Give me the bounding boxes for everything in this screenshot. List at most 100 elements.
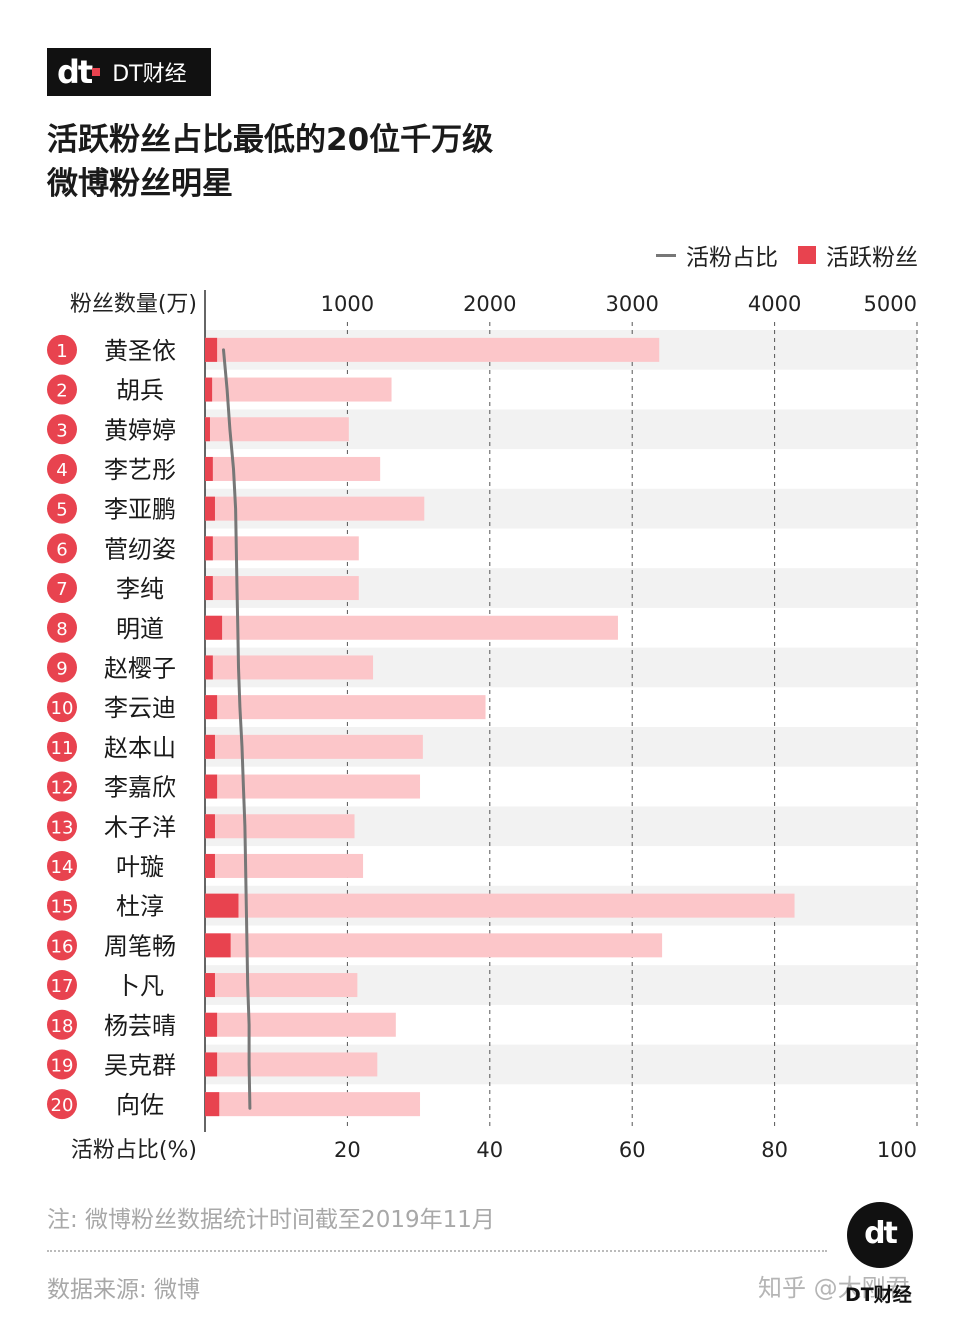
rank-badge (47, 930, 77, 961)
rank-number: 20 (51, 1095, 74, 1116)
credit-watermark: 知乎 @大刚君 (758, 1274, 910, 1302)
rank-number: 11 (51, 738, 74, 759)
category-label: 杨芸晴 (104, 1012, 176, 1040)
bar-active-fans (205, 655, 213, 680)
category-label: 黄圣依 (104, 337, 176, 365)
legend-line-label: 活粉占比 (686, 245, 778, 271)
footnote: 注: 微博粉丝数据统计时间截至2019年11月 (47, 1207, 495, 1233)
corner-logo-text: DT财经 (845, 1284, 912, 1306)
bar-total-fans (205, 377, 392, 402)
bottom-axis-tick-label: 40 (476, 1138, 503, 1162)
bar-chart: 粉丝数量(万) 1000 2000 3000 4000 5000 活粉占比(%) 20 40 60… (47, 290, 918, 1163)
rank-badge (47, 731, 77, 762)
rank-number: 13 (51, 817, 74, 838)
bar-total-fans (205, 337, 660, 362)
brand-logo: dt DT财经 (47, 48, 211, 96)
rank-badge (47, 493, 77, 524)
category-label: 卜凡 (116, 972, 164, 1000)
bar-total-fans (205, 853, 364, 878)
bottom-axis-label: 活粉占比(%) (71, 1138, 197, 1163)
bar-active-fans (205, 1012, 218, 1037)
rank-badge (47, 1009, 77, 1040)
bar-total-fans (205, 893, 795, 918)
logo-text: DT财经 (112, 62, 187, 87)
bar-active-fans (205, 1052, 218, 1077)
category-label: 李云迪 (104, 694, 176, 722)
bar-total-fans (205, 1092, 421, 1117)
bottom-axis-tick-label: 20 (334, 1138, 361, 1162)
top-axis-tick-label: 2000 (463, 292, 516, 316)
bar-total-fans (205, 655, 374, 680)
rank-number: 12 (51, 778, 74, 799)
bar-total-fans (205, 417, 349, 442)
chart-title: 活跃粉丝占比最低的20位千万级 微博粉丝明星 (47, 118, 493, 206)
chart-title-line2: 微博粉丝明星 (47, 166, 233, 202)
rank-badge (47, 652, 77, 683)
top-axis-tick-label: 1000 (321, 292, 374, 316)
top-axis-tick-label: 5000 (864, 292, 917, 316)
rank-number: 1 (56, 341, 67, 362)
rank-badge (47, 970, 77, 1001)
corner-logo: dt (847, 1202, 913, 1268)
bar-active-fans (205, 576, 213, 601)
rank-badge (47, 612, 77, 643)
bar-active-fans (205, 695, 218, 720)
bar-active-fans (205, 337, 218, 362)
rank-badge (47, 811, 77, 842)
bar-total-fans (205, 536, 359, 561)
bar-active-fans (205, 853, 215, 878)
bar-total-fans (205, 576, 359, 601)
bar-total-fans (205, 615, 618, 640)
bar-active-fans (205, 774, 218, 799)
category-label: 明道 (116, 615, 164, 643)
rank-badge (47, 1089, 77, 1120)
top-axis-label: 粉丝数量(万) (70, 292, 197, 317)
bar-total-fans (205, 1052, 378, 1077)
logo-dot-icon (92, 68, 101, 76)
bottom-axis-tick-label: 80 (761, 1138, 788, 1162)
rank-badge (47, 771, 77, 802)
rank-badge (47, 453, 77, 484)
rank-number: 9 (56, 658, 67, 679)
footer-divider (47, 1250, 827, 1252)
rank-number: 5 (56, 500, 67, 521)
bar-active-fans (205, 615, 223, 640)
rank-badge (47, 573, 77, 604)
bar-total-fans (205, 695, 486, 720)
category-label: 周笔畅 (104, 932, 176, 960)
rank-number: 14 (51, 857, 74, 878)
rank-number: 17 (51, 976, 74, 997)
category-label: 菅纫姿 (104, 535, 176, 563)
bar-total-fans (205, 734, 423, 759)
bar-active-fans (205, 496, 215, 521)
rank-number: 2 (56, 381, 67, 402)
legend-bar-label: 活跃粉丝 (826, 245, 918, 271)
bar-total-fans (205, 774, 421, 799)
bar-active-fans (205, 973, 215, 998)
category-label: 赵樱子 (104, 654, 176, 682)
bar-total-fans (205, 973, 358, 998)
rank-number: 4 (56, 460, 67, 481)
rank-number: 15 (51, 897, 74, 918)
category-label: 向佐 (116, 1091, 164, 1119)
bottom-axis-tick-label: 100 (877, 1138, 917, 1162)
rank-badge (47, 414, 77, 445)
rank-badge (47, 692, 77, 723)
bar-total-fans (205, 933, 663, 958)
rank-number: 10 (51, 698, 74, 719)
category-label: 李嘉欣 (104, 774, 176, 802)
bar-active-fans (205, 734, 215, 759)
bar-active-fans (205, 417, 210, 442)
bar-total-fans (205, 496, 425, 521)
rank-number: 18 (51, 1016, 74, 1037)
logo-mark: dt (57, 53, 93, 91)
rank-number: 8 (56, 619, 67, 640)
bar-active-fans (205, 933, 231, 958)
legend-line-swatch (656, 253, 676, 257)
rank-number: 3 (56, 420, 67, 441)
bar-active-fans (205, 456, 213, 481)
data-source: 数据来源: 微博 (47, 1277, 201, 1303)
active-ratio-line (222, 348, 252, 1110)
chart-legend: 活粉占比 活跃粉丝 (656, 238, 918, 272)
category-label: 吴克群 (104, 1051, 176, 1079)
